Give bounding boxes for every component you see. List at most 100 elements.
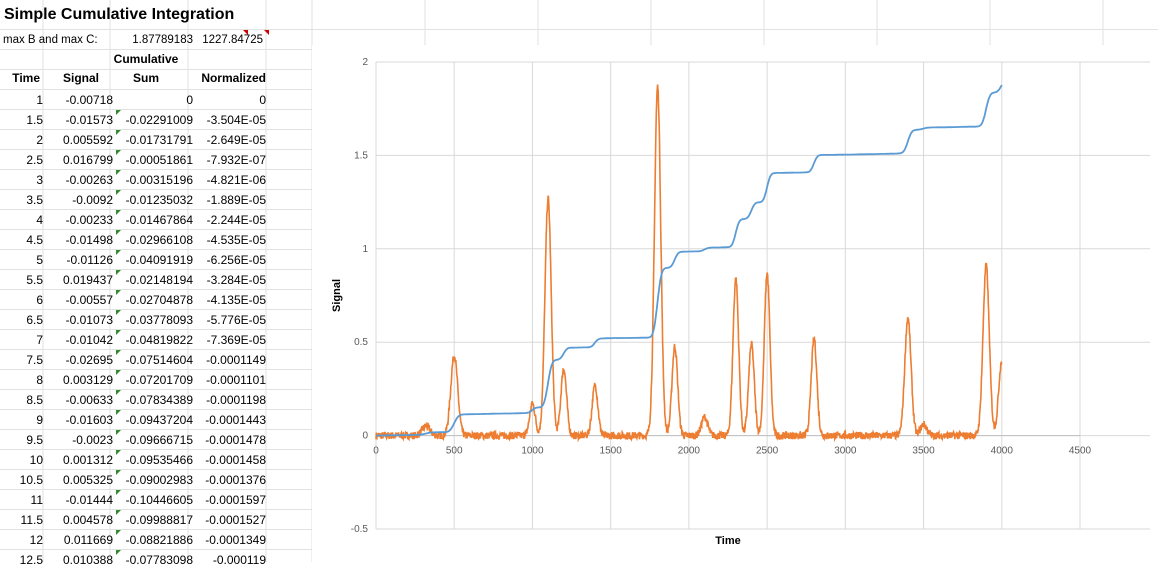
- normalized-cell[interactable]: -0.0001527: [205, 513, 266, 527]
- cumulative-sum-cell[interactable]: -0.09535466: [116, 450, 196, 470]
- signal-cell[interactable]: 0.010388: [62, 553, 113, 567]
- cumulative-sum-cell[interactable]: -0.09002983: [116, 470, 196, 490]
- normalized-cell[interactable]: -7.932E-07: [206, 153, 266, 167]
- cumulative-sum-cell[interactable]: -0.07783098: [116, 550, 196, 570]
- time-cell[interactable]: 5.5: [26, 273, 43, 287]
- signal-cell[interactable]: -0.00557: [65, 293, 113, 307]
- header-normalized[interactable]: Normalized: [201, 71, 266, 85]
- time-cell[interactable]: 8.5: [26, 393, 43, 407]
- cumulative-sum-cell[interactable]: 0: [186, 93, 193, 107]
- normalized-cell[interactable]: -0.0001597: [205, 493, 266, 507]
- line-chart[interactable]: -0.5 0 0.5 1 1.5 2 0 500 1000 1500 2000 2500 3000 350…: [312, 45, 1158, 562]
- time-cell[interactable]: 10.5: [19, 473, 43, 487]
- time-cell[interactable]: 11: [30, 493, 43, 507]
- signal-cell[interactable]: 0.005592: [62, 133, 113, 147]
- chart-area[interactable]: -0.5 0 0.5 1 1.5 2 0 500 1000 1500 2000 2500 3000 350…: [312, 45, 1158, 562]
- time-cell[interactable]: 11.5: [20, 513, 43, 527]
- signal-cell[interactable]: 0.011669: [63, 533, 113, 547]
- normalized-cell[interactable]: -6.256E-05: [206, 253, 266, 267]
- normalized-cell[interactable]: -3.504E-05: [206, 113, 266, 127]
- cumulative-sum-cell[interactable]: -0.10446605: [116, 490, 196, 510]
- header-cumulative-line1[interactable]: Cumulative: [113, 52, 179, 66]
- time-cell[interactable]: 6: [36, 293, 43, 307]
- cumulative-sum-cell[interactable]: -0.09666715: [116, 430, 196, 450]
- cumulative-sum-cell[interactable]: -0.00051861: [116, 150, 196, 170]
- normalized-cell[interactable]: 0: [259, 93, 266, 107]
- cumulative-sum-cell[interactable]: -0.08821886: [116, 530, 196, 550]
- signal-cell[interactable]: -0.02695: [65, 353, 113, 367]
- time-cell[interactable]: 3: [36, 173, 43, 187]
- normalized-cell[interactable]: -0.0001376: [205, 473, 266, 487]
- time-cell[interactable]: 9.5: [26, 433, 43, 447]
- normalized-cell[interactable]: -4.821E-06: [206, 173, 266, 187]
- normalized-cell[interactable]: -3.284E-05: [206, 273, 266, 287]
- signal-cell[interactable]: -0.00233: [65, 213, 113, 227]
- normalized-cell[interactable]: -0.0001349: [205, 533, 266, 547]
- time-cell[interactable]: 2: [36, 133, 43, 147]
- time-cell[interactable]: 1.5: [26, 113, 43, 127]
- normalized-cell[interactable]: -2.649E-05: [206, 133, 266, 147]
- normalized-cell[interactable]: -0.0001149: [206, 353, 266, 367]
- cumulative-sum-cell[interactable]: -0.07201709: [116, 370, 196, 390]
- time-cell[interactable]: 7: [36, 333, 43, 347]
- signal-cell[interactable]: 0.004578: [62, 513, 113, 527]
- signal-cell[interactable]: -0.01073: [65, 313, 113, 327]
- time-cell[interactable]: 10: [29, 453, 43, 467]
- normalized-cell[interactable]: -5.776E-05: [206, 313, 266, 327]
- cumulative-sum-cell[interactable]: -0.02291009: [116, 110, 196, 130]
- time-cell[interactable]: 1: [36, 93, 43, 107]
- cumulative-sum-cell[interactable]: -0.07514604: [116, 350, 196, 370]
- time-cell[interactable]: 6.5: [26, 313, 43, 327]
- signal-cell[interactable]: 0.016799: [62, 153, 113, 167]
- normalized-cumulative-series-line[interactable]: [376, 84, 1003, 437]
- header-time[interactable]: Time: [12, 71, 40, 85]
- header-signal[interactable]: Signal: [62, 71, 99, 85]
- normalized-cell[interactable]: -2.244E-05: [206, 213, 266, 227]
- time-cell[interactable]: 3.5: [26, 193, 43, 207]
- time-cell[interactable]: 12.5: [19, 553, 43, 567]
- normalized-cell[interactable]: -0.0001478: [205, 433, 266, 447]
- time-cell[interactable]: 7.5: [26, 353, 43, 367]
- normalized-cell[interactable]: -4.535E-05: [206, 233, 266, 247]
- normalized-cell[interactable]: -7.369E-05: [206, 333, 266, 347]
- time-cell[interactable]: 4.5: [26, 233, 43, 247]
- max-c-cell[interactable]: 1227.84725: [202, 34, 263, 46]
- cumulative-sum-cell[interactable]: -0.07834389: [116, 390, 196, 410]
- signal-cell[interactable]: 0.005325: [62, 473, 113, 487]
- signal-cell[interactable]: -0.0092: [72, 193, 113, 207]
- normalized-cell[interactable]: -0.000119: [212, 553, 266, 567]
- normalized-cell[interactable]: -0.0001198: [206, 393, 266, 407]
- signal-cell[interactable]: -0.00633: [65, 393, 113, 407]
- time-cell[interactable]: 12: [29, 533, 43, 547]
- time-cell[interactable]: 9: [36, 413, 43, 427]
- signal-cell[interactable]: -0.01573: [65, 113, 113, 127]
- normalized-cell[interactable]: -4.135E-05: [206, 293, 266, 307]
- signal-cell[interactable]: -0.00263: [65, 173, 113, 187]
- time-cell[interactable]: 2.5: [26, 153, 43, 167]
- cumulative-sum-cell[interactable]: -0.02704878: [116, 290, 196, 310]
- signal-cell[interactable]: -0.01126: [66, 253, 113, 267]
- normalized-cell[interactable]: -1.889E-05: [206, 193, 266, 207]
- signal-series-line[interactable]: [375, 84, 1003, 443]
- cumulative-sum-cell[interactable]: -0.04819822: [116, 330, 196, 350]
- signal-cell[interactable]: -0.0023: [72, 433, 113, 447]
- max-b-cell[interactable]: 1.87789183: [132, 34, 193, 46]
- cumulative-sum-cell[interactable]: -0.02966108: [116, 230, 196, 250]
- cumulative-sum-cell[interactable]: -0.09437204: [116, 410, 196, 430]
- signal-cell[interactable]: 0.003129: [62, 373, 113, 387]
- time-cell[interactable]: 4: [36, 213, 43, 227]
- time-cell[interactable]: 8: [36, 373, 43, 387]
- signal-cell[interactable]: 0.001312: [62, 453, 113, 467]
- normalized-cell[interactable]: -0.0001443: [205, 413, 266, 427]
- signal-cell[interactable]: 0.019437: [62, 273, 113, 287]
- signal-cell[interactable]: -0.01042: [65, 333, 113, 347]
- normalized-cell[interactable]: -0.0001101: [206, 373, 266, 387]
- cumulative-sum-cell[interactable]: -0.02148194: [116, 270, 196, 290]
- signal-cell[interactable]: -0.00718: [65, 93, 113, 107]
- signal-cell[interactable]: -0.01444: [65, 493, 113, 507]
- normalized-cell[interactable]: -0.0001458: [205, 453, 266, 467]
- cumulative-sum-cell[interactable]: -0.09988817: [116, 510, 196, 530]
- cumulative-sum-cell[interactable]: -0.03778093: [116, 310, 196, 330]
- signal-cell[interactable]: -0.01603: [65, 413, 113, 427]
- cumulative-sum-cell[interactable]: -0.04091919: [116, 250, 196, 270]
